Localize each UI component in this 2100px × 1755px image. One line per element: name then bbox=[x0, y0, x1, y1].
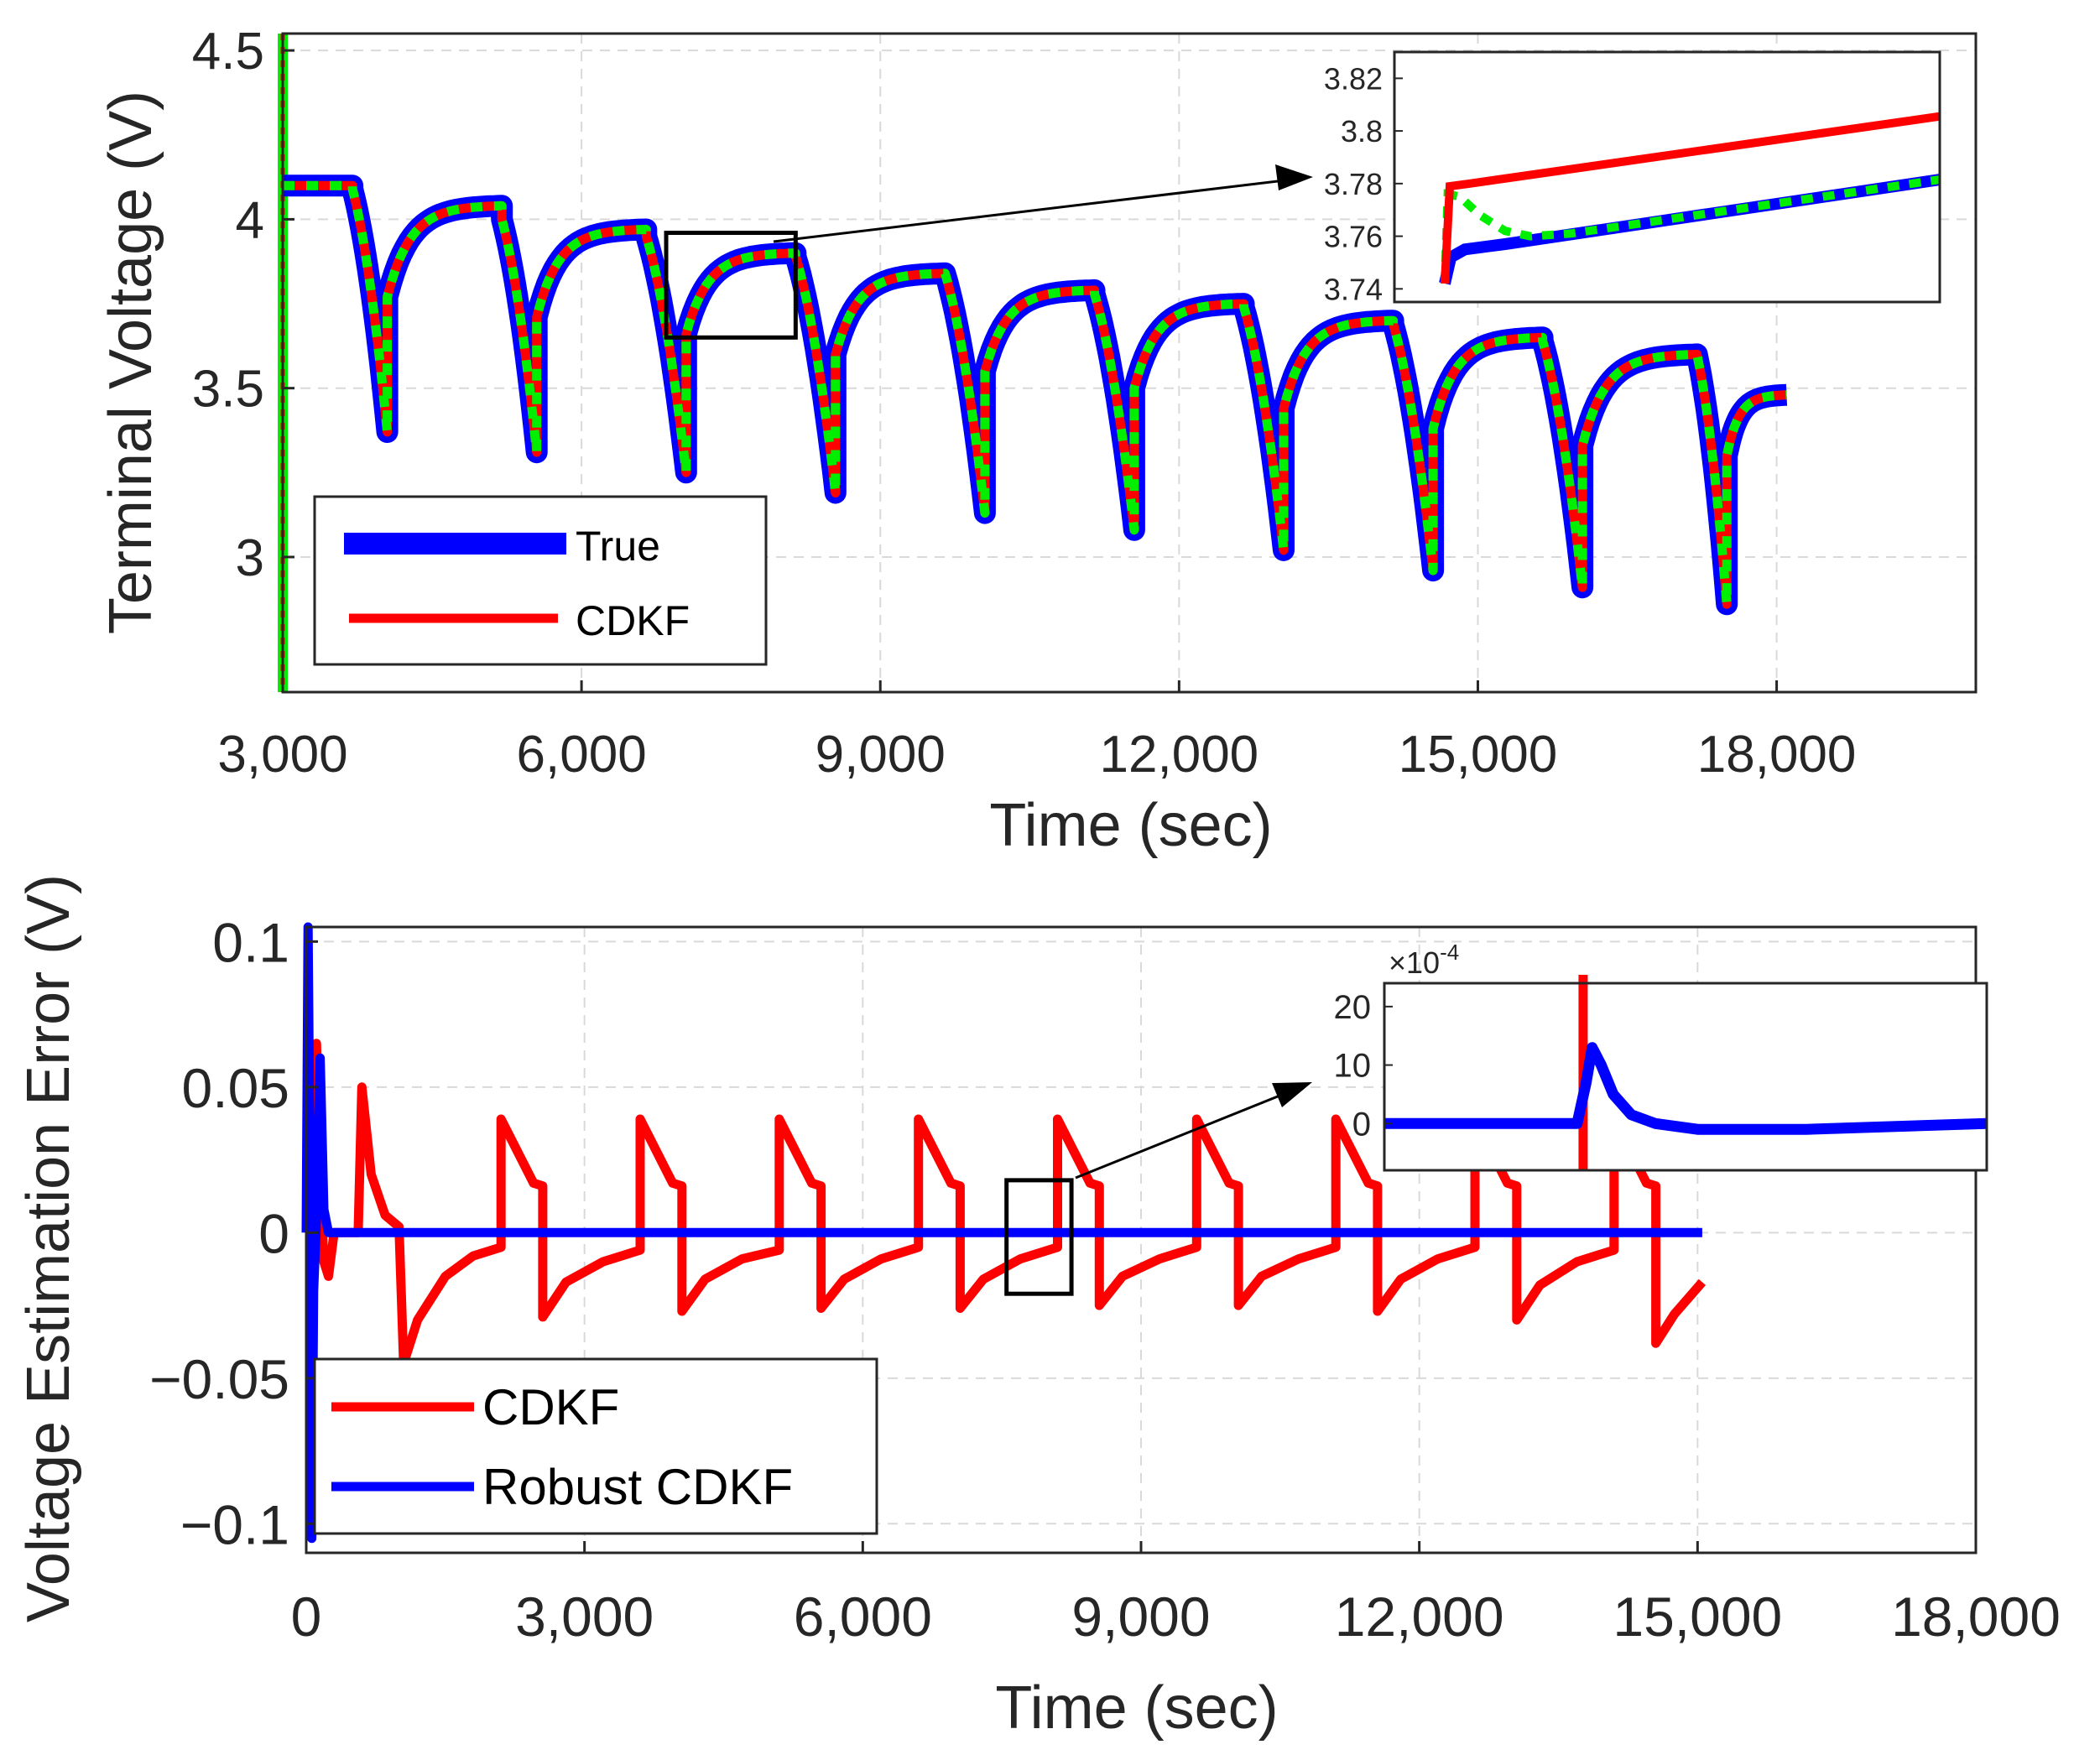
top-x-axis-label: Time (sec) bbox=[989, 792, 1272, 859]
top-zoom-arrow-line bbox=[773, 176, 1306, 243]
bottom-y-tick-label: −0.1 bbox=[180, 1493, 289, 1555]
bottom-x-tick-label: 18,000 bbox=[1891, 1586, 2061, 1648]
series-cdkf-voltage bbox=[283, 180, 1790, 609]
bottom-x-axis-label: Time (sec) bbox=[995, 1674, 1278, 1742]
top-y-tick-label: 3 bbox=[236, 529, 264, 587]
bottom-x-tick-label: 12,000 bbox=[1335, 1586, 1504, 1648]
inset-series-cdkf bbox=[1441, 112, 1940, 284]
inset-y-tick-label: 3.78 bbox=[1324, 167, 1383, 201]
top-y-axis-label: Terminal Voltage (V) bbox=[97, 91, 164, 634]
top-x-tick-label: 6,000 bbox=[517, 726, 647, 784]
bottom-x-tick-label: 6,000 bbox=[794, 1586, 932, 1648]
inset-error-y-tick-label: 10 bbox=[1334, 1048, 1372, 1085]
inset-y-tick-label: 3.8 bbox=[1341, 114, 1383, 148]
bottom-legend: CDKF Robust CDKF bbox=[313, 1357, 878, 1535]
top-x-tick-label: 3,000 bbox=[217, 726, 347, 784]
bottom-legend-box bbox=[313, 1357, 878, 1535]
top-x-tick-label: 9,000 bbox=[816, 726, 946, 784]
bottom-inset-frame bbox=[1383, 982, 1988, 1172]
inset-y-tick-label: 3.82 bbox=[1324, 61, 1383, 96]
inset-multiplier-exponent: -4 bbox=[1440, 940, 1459, 965]
bottom-y-ticks: −0.1 −0.05 0 0.05 0.1 bbox=[149, 911, 318, 1555]
bottom-zoom-arrow-head bbox=[1272, 1082, 1312, 1107]
top-legend: True CDKF bbox=[313, 495, 768, 666]
inset-multiplier-label: ×10-4 bbox=[1389, 940, 1459, 980]
top-y-tick-label: 4.5 bbox=[192, 23, 264, 81]
top-y-tick-label: 3.5 bbox=[192, 361, 264, 419]
inset-y-tick-label: 3.76 bbox=[1324, 220, 1383, 254]
bottom-y-tick-label: −0.05 bbox=[149, 1348, 289, 1410]
top-zoom-arrow-head bbox=[1275, 164, 1313, 190]
legend-label-true: True bbox=[576, 523, 660, 570]
bottom-series bbox=[301, 922, 1707, 1544]
top-y-ticks: 3 3.5 4 4.5 bbox=[192, 23, 294, 587]
top-x-ticks: 3,000 6,000 9,000 12,000 15,000 18,000 bbox=[217, 680, 1856, 784]
top-inset-background bbox=[1394, 52, 1940, 302]
bottom-inset-series bbox=[1384, 975, 1988, 1170]
bottom-x-ticks: 0 3,000 6,000 9,000 12,000 15,000 18,000 bbox=[291, 1541, 2061, 1648]
bottom-x-tick-label: 15,000 bbox=[1613, 1586, 1782, 1648]
legend-label-cdkf: CDKF bbox=[576, 597, 690, 644]
inset-error-y-tick-label: 0 bbox=[1352, 1106, 1371, 1143]
bottom-y-tick-label: 0 bbox=[258, 1202, 289, 1264]
top-zoom-box bbox=[664, 231, 798, 340]
legend-label-robust-cdkf: Robust CDKF bbox=[482, 1459, 793, 1515]
top-plot-frame bbox=[281, 32, 1978, 694]
inset-multiplier-base: ×10 bbox=[1389, 945, 1440, 980]
inset-y-tick-label: 3.74 bbox=[1324, 272, 1383, 306]
bottom-x-tick-label: 3,000 bbox=[515, 1586, 654, 1648]
top-legend-box bbox=[313, 495, 768, 666]
bottom-y-axis-label: Voltage Estimation Error (V) bbox=[15, 874, 82, 1622]
bottom-inset-background bbox=[1384, 983, 1987, 1170]
series-cdkf-error bbox=[306, 1039, 1707, 1368]
top-x-tick-label: 12,000 bbox=[1100, 726, 1259, 784]
bottom-inset: 0 10 20 ×10-4 bbox=[1334, 940, 1988, 1172]
chart-voltage-estimation-error: −0.1 −0.05 0 0.05 0.1 0 3,000 6,000 9,000 12,000… bbox=[15, 874, 2061, 1742]
bottom-x-tick-label: 9,000 bbox=[1071, 1586, 1210, 1648]
bottom-y-tick-label: 0.05 bbox=[182, 1057, 289, 1119]
series-robust-cdkf-error bbox=[301, 922, 1702, 1544]
chart-terminal-voltage: 3 3.5 4 4.5 3,000 6,000 9,000 12,000 15,000 18,0… bbox=[97, 23, 1978, 859]
top-y-tick-label: 4 bbox=[236, 191, 264, 249]
top-x-tick-label: 15,000 bbox=[1399, 726, 1558, 784]
top-inset-y-ticks: 3.74 3.76 3.78 3.8 3.82 bbox=[1324, 61, 1403, 306]
top-inset: 3.74 3.76 3.78 3.8 3.82 bbox=[1324, 50, 1941, 306]
top-x-tick-label: 18,000 bbox=[1697, 726, 1857, 784]
bottom-y-tick-label: 0.1 bbox=[212, 911, 289, 973]
legend-label-cdkf-error: CDKF bbox=[482, 1379, 619, 1435]
bottom-x-tick-label: 0 bbox=[291, 1586, 322, 1648]
top-inset-frame bbox=[1393, 50, 1941, 304]
bottom-inset-y-ticks: 0 10 20 bbox=[1334, 989, 1393, 1143]
inset-error-y-tick-label: 20 bbox=[1334, 989, 1372, 1026]
inset-series-robust-error bbox=[1384, 1042, 1988, 1135]
bottom-zoom-box bbox=[1004, 1178, 1074, 1296]
top-inset-series bbox=[1439, 112, 1940, 285]
bottom-zoom-arrow-line bbox=[1075, 1084, 1305, 1180]
